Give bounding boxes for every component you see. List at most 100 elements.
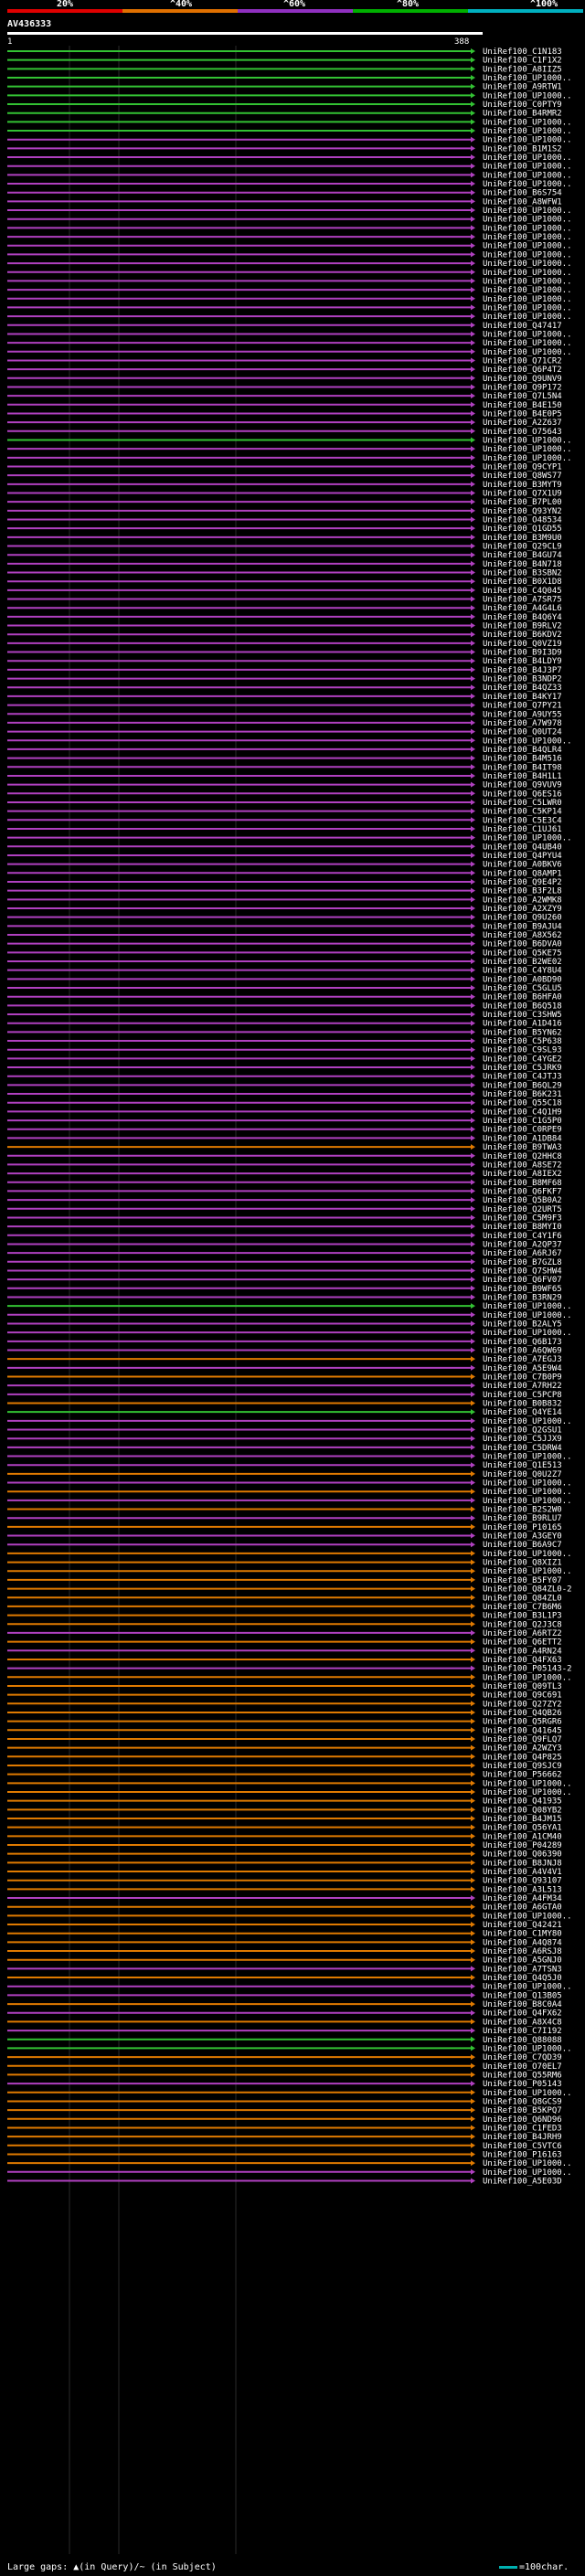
hit-label: UniRef100_UP1000.. — [483, 445, 572, 454]
hit-label: UniRef100_Q9P172 — [483, 383, 562, 392]
hit-arrow — [471, 1020, 475, 1026]
hit-label: UniRef100_C5KP14 — [483, 808, 562, 817]
hit-arrow — [471, 861, 475, 867]
hit-arrow — [471, 1603, 475, 1609]
hit-arrow — [471, 737, 475, 744]
hit-label: UniRef100_B8MYI0 — [483, 1223, 562, 1232]
hit-arrow — [471, 1682, 475, 1689]
hit-arrow — [471, 932, 475, 938]
hit-arrow — [471, 1913, 475, 1919]
hit-arrow — [471, 1126, 475, 1132]
hit-arrow — [471, 216, 475, 222]
hit-label: UniRef100_UP1000.. — [483, 1417, 572, 1426]
hit-arrow — [471, 181, 475, 187]
hit-arrow — [471, 1171, 475, 1177]
hit-label: UniRef100_B9RLU7 — [483, 1514, 562, 1523]
hit-arrow — [471, 1797, 475, 1804]
hit-arrow — [471, 693, 475, 699]
hit-label: UniRef100_A8X4C8 — [483, 2018, 562, 2027]
hit-label: UniRef100_A6RTZ2 — [483, 1629, 562, 1638]
hit-label: UniRef100_Q0VZ19 — [483, 640, 562, 649]
hit-arrow — [471, 1727, 475, 1733]
hit-label: UniRef100_UP1000.. — [483, 242, 572, 251]
query-bar — [7, 32, 483, 35]
hit-arrow — [471, 269, 475, 275]
hit-arrow — [471, 1754, 475, 1760]
hit-arrow — [471, 543, 475, 549]
hit-arrow — [471, 198, 475, 205]
hit-label: UniRef100_B8C0A4 — [483, 2000, 562, 2009]
hit-label: UniRef100_B4QLR4 — [483, 746, 562, 755]
hit-label: UniRef100_Q4PYU4 — [483, 852, 562, 861]
hit-label: UniRef100_B5YN62 — [483, 1028, 562, 1037]
hit-label: UniRef100_Q0UT24 — [483, 728, 562, 737]
hit-label: UniRef100_Q0U2Z7 — [483, 1470, 562, 1479]
hit-arrow — [471, 1595, 475, 1601]
hit-arrow — [471, 1886, 475, 1892]
hit-arrow — [471, 1400, 475, 1406]
hit-arrow — [471, 1674, 475, 1680]
hit-label: UniRef100_A8IEX2 — [483, 1170, 562, 1179]
hit-label: UniRef100_A2WMK8 — [483, 896, 562, 905]
hit-label: UniRef100_B4E0P5 — [483, 409, 562, 419]
hit-arrow — [471, 1099, 475, 1106]
hit-label: UniRef100_B8MF68 — [483, 1179, 562, 1188]
hit-arrow — [471, 1311, 475, 1318]
hit-arrow — [471, 2168, 475, 2175]
hit-arrow — [471, 2081, 475, 2087]
hit-label: UniRef100_C4Y1F6 — [483, 1232, 562, 1241]
hit-label: UniRef100_Q6ETT2 — [483, 1638, 562, 1648]
hit-label: UniRef100_A6RSJ8 — [483, 1947, 562, 1956]
hit-label: UniRef100_B2WE02 — [483, 958, 562, 967]
hit-arrow — [471, 1285, 475, 1291]
hit-arrow — [471, 1638, 475, 1645]
hit-arrow — [471, 1303, 475, 1309]
hit-arrow — [471, 1214, 475, 1221]
hit-arrow — [471, 1347, 475, 1353]
hit-label: UniRef100_B7GZL8 — [483, 1258, 562, 1267]
hit-label: UniRef100_Q1E513 — [483, 1461, 562, 1470]
hit-arrow — [471, 728, 475, 735]
hit-arrow — [471, 1877, 475, 1883]
hit-label: UniRef100_Q9CYP1 — [483, 462, 562, 472]
hit-arrow — [471, 2125, 475, 2131]
hit-arrow — [471, 552, 475, 558]
hit-label: UniRef100_A5E03D — [483, 2177, 562, 2186]
hit-arrow — [471, 1489, 475, 1495]
hit-label: UniRef100_UP1000.. — [483, 436, 572, 445]
hit-label: UniRef100_B3M9U0 — [483, 534, 562, 543]
hit-arrow — [471, 1550, 475, 1556]
hit-label: UniRef100_Q2GSU1 — [483, 1426, 562, 1436]
hit-arrow — [471, 1205, 475, 1212]
hit-label: UniRef100_B4N718 — [483, 560, 562, 569]
hit-label: UniRef100_Q6B173 — [483, 1338, 562, 1347]
hit-arrow — [471, 1055, 475, 1062]
hit-arrow — [471, 481, 475, 487]
hit-arrow — [471, 1258, 475, 1265]
hit-label: UniRef100_A2QP37 — [483, 1240, 562, 1249]
hit-label: UniRef100_UP1000.. — [483, 91, 572, 101]
hit-label: UniRef100_B3NDP2 — [483, 675, 562, 684]
hit-arrow — [471, 375, 475, 381]
hit-arrow — [471, 1532, 475, 1539]
hit-arrow — [471, 1091, 475, 1097]
hit-label: UniRef100_C4YGE2 — [483, 1055, 562, 1064]
hit-arrow — [471, 172, 475, 178]
hit-arrow — [471, 472, 475, 479]
hit-arrow — [471, 2107, 475, 2114]
hit-label: UniRef100_UP1000.. — [483, 303, 572, 313]
hit-label: UniRef100_Q47417 — [483, 322, 562, 331]
hit-label: UniRef100_A1CM40 — [483, 1832, 562, 1841]
hit-label: UniRef100_B6KDV2 — [483, 631, 562, 640]
scale-label-100: ^100% — [530, 0, 558, 9]
hit-arrow — [471, 613, 475, 620]
hit-arrow — [471, 145, 475, 152]
hit-arrow — [471, 1038, 475, 1044]
hit-label: UniRef100_A5E9W4 — [483, 1364, 562, 1373]
hit-arrow — [471, 640, 475, 646]
hit-label: UniRef100_Q93YN2 — [483, 507, 562, 516]
hit-arrow — [471, 2089, 475, 2095]
hit-arrow — [471, 1073, 475, 1079]
hit-arrow — [471, 278, 475, 284]
hit-arrow — [471, 649, 475, 655]
